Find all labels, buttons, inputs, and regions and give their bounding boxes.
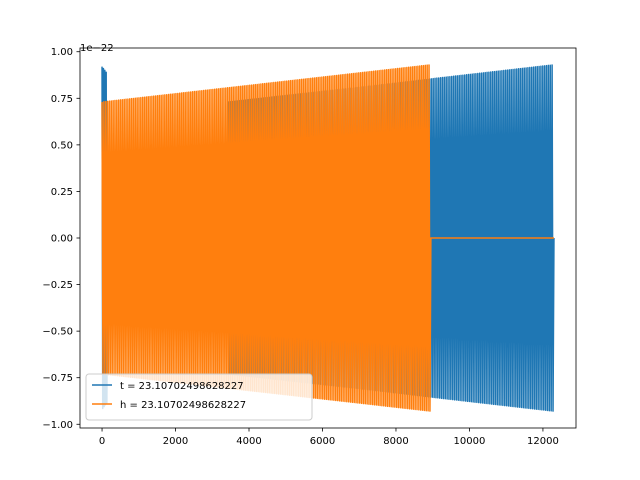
y-tick-label: −0.50 bbox=[42, 327, 73, 338]
x-tick-label: 12000 bbox=[527, 436, 559, 447]
y-tick-label: 0.50 bbox=[51, 140, 73, 151]
y-tick-label: 1.00 bbox=[51, 47, 73, 58]
y-tick-label: 0.25 bbox=[51, 187, 73, 198]
y-offset-label: 1e−22 bbox=[80, 43, 114, 54]
legend: t = 23.10702498628227 h = 23.107024986282… bbox=[85, 373, 313, 421]
x-tick-label: 6000 bbox=[310, 436, 335, 447]
y-tick-label: 0.75 bbox=[51, 94, 73, 105]
x-tick-label: 2000 bbox=[163, 436, 188, 447]
x-tick-label: 4000 bbox=[236, 436, 261, 447]
y-tick-label: −1.00 bbox=[42, 420, 73, 431]
y-tick-label: −0.25 bbox=[42, 280, 73, 291]
x-tick-label: 0 bbox=[99, 436, 105, 447]
y-tick-label: −0.75 bbox=[42, 373, 73, 384]
legend-box bbox=[85, 373, 313, 421]
legend-label-2: h = 23.10702498628227 bbox=[120, 400, 246, 411]
x-tick-label: 8000 bbox=[383, 436, 408, 447]
y-tick-label: 0.00 bbox=[51, 234, 73, 245]
series-line-2 bbox=[101, 64, 554, 412]
x-tick-label: 10000 bbox=[454, 436, 486, 447]
legend-label-1: t = 23.10702498628227 bbox=[120, 381, 244, 392]
